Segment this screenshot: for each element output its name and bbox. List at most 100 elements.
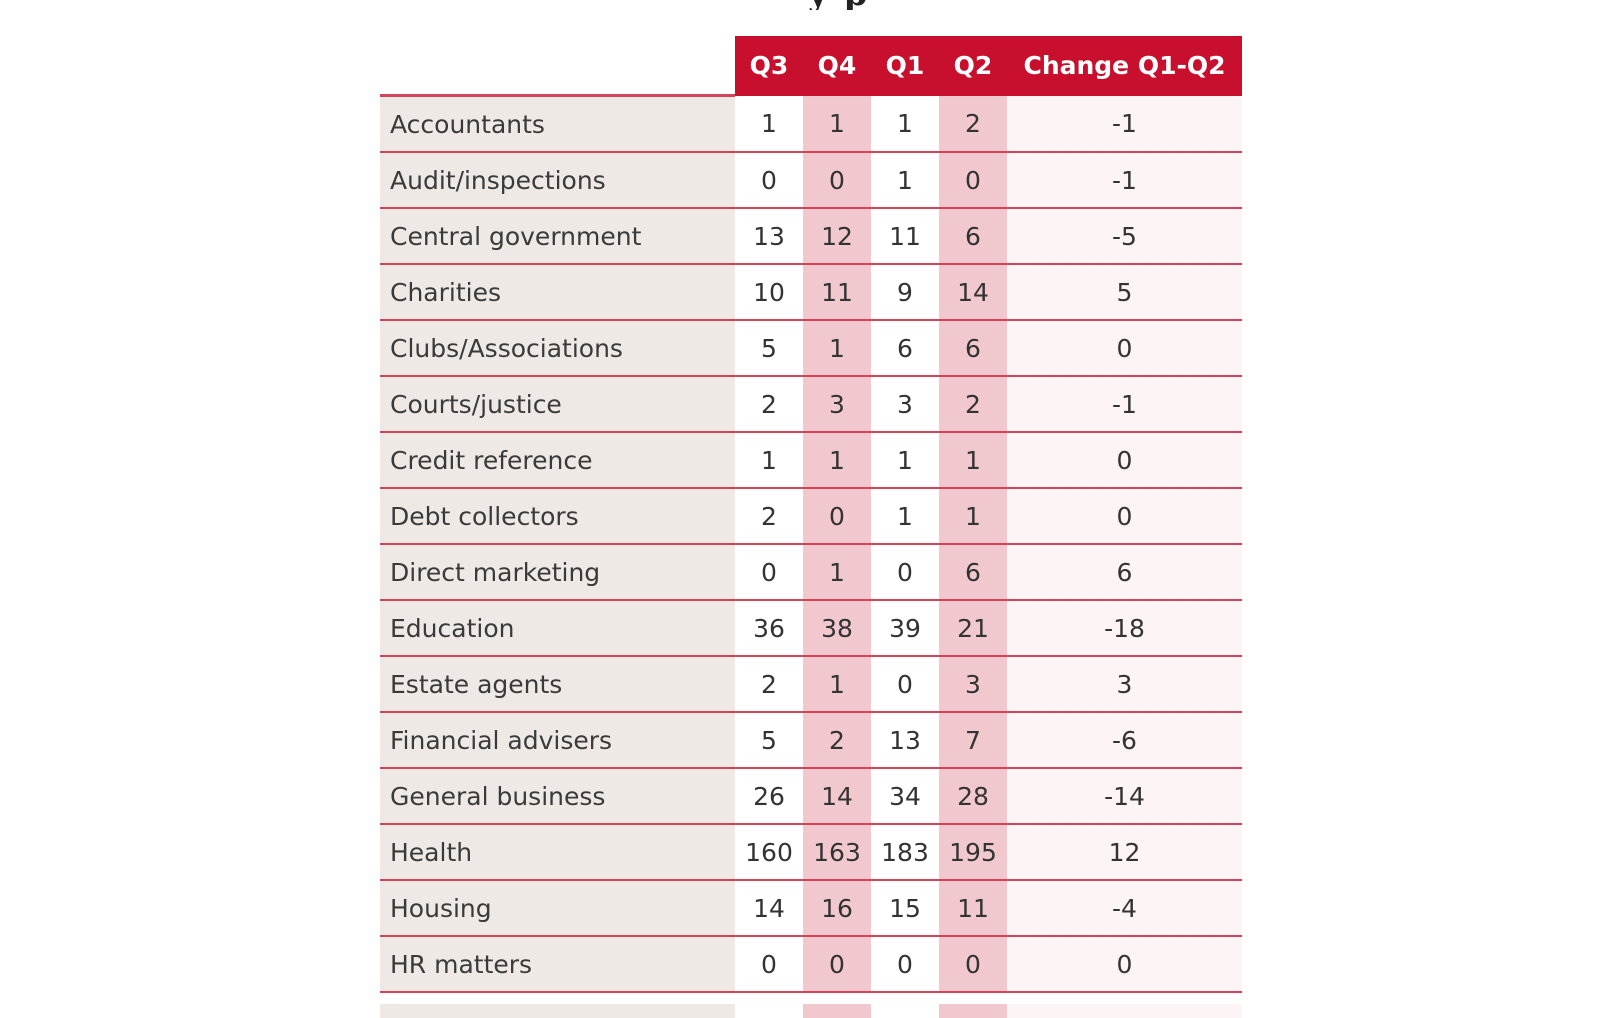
partial-next-row <box>380 1004 1242 1018</box>
category-cell: Housing <box>380 880 735 937</box>
change-cell: 0 <box>1007 488 1242 545</box>
q4-cell: 0 <box>803 936 871 993</box>
q3-cell: 5 <box>735 320 803 377</box>
quarterly-data-table: Q3 Q4 Q1 Q2 Change Q1-Q2 Accountants 1 1 1 2… <box>380 36 1242 993</box>
q4-cell: 12 <box>803 208 871 265</box>
table-row: Housing 14 16 15 11 -4 <box>380 880 1242 937</box>
change-cell: -1 <box>1007 376 1242 433</box>
q3-cell: 160 <box>735 824 803 881</box>
q1-cell: 1 <box>871 488 939 545</box>
q1-cell: 0 <box>871 936 939 993</box>
q3-cell: 0 <box>735 936 803 993</box>
category-cell: Clubs/Associations <box>380 320 735 377</box>
category-cell: HR matters <box>380 936 735 993</box>
q2-cell: 21 <box>939 600 1007 657</box>
header-q1: Q1 <box>871 36 939 96</box>
q1-cell: 1 <box>871 432 939 489</box>
category-cell: Courts/justice <box>380 376 735 433</box>
q4-cell: 1 <box>803 432 871 489</box>
header-q2: Q2 <box>939 36 1007 96</box>
q2-cell: 0 <box>939 936 1007 993</box>
q3-cell: 26 <box>735 768 803 825</box>
change-cell: -14 <box>1007 768 1242 825</box>
q2-cell: 7 <box>939 712 1007 769</box>
q4-cell: 2 <box>803 712 871 769</box>
table-row: HR matters 0 0 0 0 0 <box>380 936 1242 993</box>
q2-cell: 195 <box>939 824 1007 881</box>
q4-cell: 38 <box>803 600 871 657</box>
change-cell: -6 <box>1007 712 1242 769</box>
change-cell: -1 <box>1007 95 1242 153</box>
q2-cell: 6 <box>939 208 1007 265</box>
table-row: Direct marketing 0 1 0 6 6 <box>380 544 1242 601</box>
q3-cell: 14 <box>735 880 803 937</box>
table-row: Courts/justice 2 3 3 2 -1 <box>380 376 1242 433</box>
q1-cell: 3 <box>871 376 939 433</box>
header-corner-cell <box>380 36 735 97</box>
q4-cell: 16 <box>803 880 871 937</box>
q1-cell: 0 <box>871 544 939 601</box>
q4-cell: 163 <box>803 824 871 881</box>
header-change: Change Q1-Q2 <box>1007 36 1242 96</box>
change-cell: 12 <box>1007 824 1242 881</box>
q4-cell: 1 <box>803 544 871 601</box>
change-cell: -18 <box>1007 600 1242 657</box>
q4-cell: 14 <box>803 768 871 825</box>
change-cell: -1 <box>1007 152 1242 209</box>
table-row: Charities 10 11 9 14 5 <box>380 264 1242 321</box>
table-row: Health 160 163 183 195 12 <box>380 824 1242 881</box>
category-cell: Estate agents <box>380 656 735 713</box>
q4-cell: 0 <box>803 152 871 209</box>
q2-cell: 14 <box>939 264 1007 321</box>
q1-cell: 15 <box>871 880 939 937</box>
q4-cell: 0 <box>803 488 871 545</box>
q3-cell: 0 <box>735 152 803 209</box>
category-cell: Accountants <box>380 95 735 153</box>
q2-cell: 1 <box>939 488 1007 545</box>
q1-cell: 1 <box>871 152 939 209</box>
q3-cell: 36 <box>735 600 803 657</box>
change-cell: 0 <box>1007 432 1242 489</box>
q1-cell: 11 <box>871 208 939 265</box>
q2-cell: 1 <box>939 432 1007 489</box>
table-row: Clubs/Associations 5 1 6 6 0 <box>380 320 1242 377</box>
q4-cell: 11 <box>803 264 871 321</box>
table-row: Audit/inspections 0 0 1 0 -1 <box>380 152 1242 209</box>
category-cell: Audit/inspections <box>380 152 735 209</box>
change-cell: 0 <box>1007 936 1242 993</box>
q3-cell: 2 <box>735 488 803 545</box>
category-cell: Direct marketing <box>380 544 735 601</box>
q3-cell: 2 <box>735 656 803 713</box>
q1-cell: 39 <box>871 600 939 657</box>
q4-cell: 1 <box>803 320 871 377</box>
q3-cell: 10 <box>735 264 803 321</box>
header-row: Q3 Q4 Q1 Q2 Change Q1-Q2 <box>380 36 1242 97</box>
q2-cell: 3 <box>939 656 1007 713</box>
q3-cell: 0 <box>735 544 803 601</box>
cut-off-title-fragment: y p <box>808 0 888 10</box>
q4-cell: 1 <box>803 95 871 153</box>
table-row: Debt collectors 2 0 1 1 0 <box>380 488 1242 545</box>
header-q3: Q3 <box>735 36 803 96</box>
table-row: Central government 13 12 11 6 -5 <box>380 208 1242 265</box>
q2-cell: 28 <box>939 768 1007 825</box>
q1-cell: 13 <box>871 712 939 769</box>
category-cell: Education <box>380 600 735 657</box>
q3-cell: 13 <box>735 208 803 265</box>
change-cell: 5 <box>1007 264 1242 321</box>
q2-cell: 2 <box>939 95 1007 153</box>
q2-cell: 6 <box>939 320 1007 377</box>
table-row: Education 36 38 39 21 -18 <box>380 600 1242 657</box>
category-cell: Central government <box>380 208 735 265</box>
category-cell: Debt collectors <box>380 488 735 545</box>
table-body: Accountants 1 1 1 2 -1 Audit/inspections 0 0 1 0 -1… <box>380 95 1242 993</box>
table-row: Estate agents 2 1 0 3 3 <box>380 656 1242 713</box>
q3-cell: 5 <box>735 712 803 769</box>
q2-cell: 2 <box>939 376 1007 433</box>
q3-cell: 1 <box>735 95 803 153</box>
q3-cell: 1 <box>735 432 803 489</box>
q2-cell: 6 <box>939 544 1007 601</box>
q1-cell: 1 <box>871 95 939 153</box>
q1-cell: 0 <box>871 656 939 713</box>
change-cell: 0 <box>1007 320 1242 377</box>
